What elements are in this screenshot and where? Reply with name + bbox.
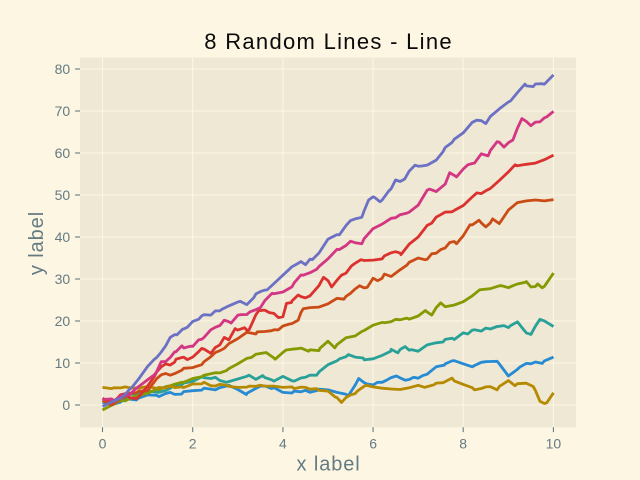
svg-text:20: 20 — [55, 313, 71, 329]
svg-text:30: 30 — [55, 271, 71, 287]
svg-text:8: 8 — [459, 436, 467, 452]
svg-text:70: 70 — [55, 103, 71, 119]
svg-text:0: 0 — [62, 397, 70, 413]
svg-text:40: 40 — [55, 229, 71, 245]
svg-text:y label: y label — [26, 211, 48, 275]
svg-text:2: 2 — [189, 436, 197, 452]
svg-text:6: 6 — [369, 436, 377, 452]
svg-text:50: 50 — [55, 187, 71, 203]
svg-text:10: 10 — [55, 355, 71, 371]
svg-text:x label: x label — [297, 453, 361, 475]
svg-text:4: 4 — [279, 436, 287, 452]
svg-text:60: 60 — [55, 145, 71, 161]
svg-text:10: 10 — [546, 436, 562, 452]
svg-text:8 Random Lines - Line: 8 Random Lines - Line — [204, 29, 453, 54]
svg-text:0: 0 — [99, 436, 107, 452]
svg-text:80: 80 — [55, 61, 71, 77]
